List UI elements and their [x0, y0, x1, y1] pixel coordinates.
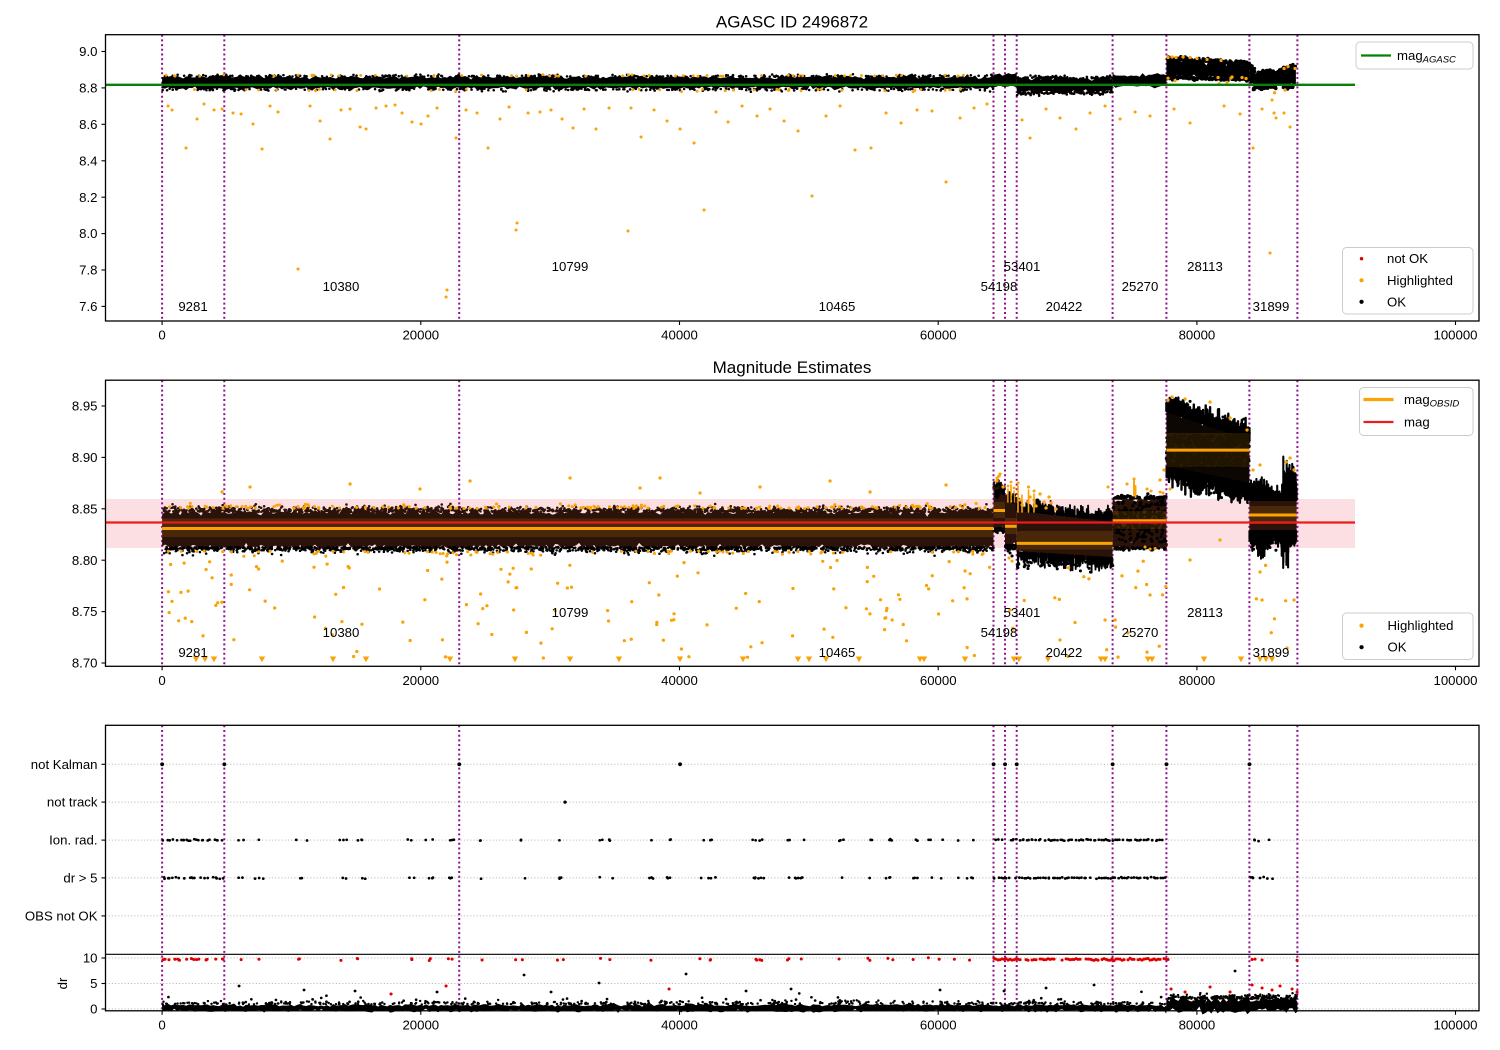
svg-text:53401: 53401 — [1004, 259, 1041, 274]
svg-text:not track: not track — [47, 795, 98, 810]
svg-text:31899: 31899 — [1253, 299, 1290, 314]
svg-text:54198: 54198 — [981, 279, 1018, 294]
svg-text:60000: 60000 — [920, 1017, 957, 1032]
svg-text:0: 0 — [158, 328, 165, 343]
svg-text:10799: 10799 — [552, 259, 589, 274]
svg-text:25270: 25270 — [1122, 625, 1159, 640]
svg-text:0: 0 — [90, 1002, 97, 1017]
svg-text:Ion. rad.: Ion. rad. — [49, 833, 97, 848]
svg-text:OK: OK — [1387, 294, 1406, 309]
svg-text:Highlighted: Highlighted — [1388, 618, 1454, 633]
svg-text:10380: 10380 — [323, 279, 360, 294]
svg-text:60000: 60000 — [920, 673, 957, 688]
svg-text:20000: 20000 — [402, 328, 439, 343]
svg-text:9281: 9281 — [178, 299, 207, 314]
svg-text:8.8: 8.8 — [79, 81, 97, 96]
svg-text:10799: 10799 — [552, 605, 589, 620]
svg-text:10: 10 — [83, 951, 98, 966]
svg-text:dr > 5: dr > 5 — [63, 871, 97, 886]
svg-text:8.80: 8.80 — [72, 553, 98, 568]
svg-text:10465: 10465 — [819, 645, 856, 660]
svg-text:20422: 20422 — [1046, 645, 1083, 660]
svg-text:not OK: not OK — [1387, 251, 1428, 266]
svg-text:31899: 31899 — [1253, 645, 1290, 660]
svg-text:20000: 20000 — [402, 1017, 439, 1032]
svg-text:20422: 20422 — [1046, 299, 1083, 314]
svg-text:100000: 100000 — [1433, 328, 1477, 343]
svg-text:not Kalman: not Kalman — [31, 757, 98, 772]
svg-text:8.2: 8.2 — [79, 190, 97, 205]
svg-text:Highlighted: Highlighted — [1387, 273, 1453, 288]
svg-text:20000: 20000 — [402, 673, 439, 688]
svg-text:100000: 100000 — [1433, 673, 1477, 688]
svg-text:AGASC ID 2496872: AGASC ID 2496872 — [716, 13, 868, 32]
svg-text:28113: 28113 — [1187, 259, 1223, 274]
svg-text:80000: 80000 — [1179, 328, 1216, 343]
svg-text:OBS not OK: OBS not OK — [25, 909, 98, 924]
svg-text:40000: 40000 — [661, 328, 698, 343]
svg-text:mag: mag — [1404, 415, 1430, 430]
svg-text:5: 5 — [90, 976, 97, 991]
svg-text:8.90: 8.90 — [72, 450, 98, 465]
svg-text:54198: 54198 — [981, 625, 1018, 640]
svg-text:8.0: 8.0 — [79, 226, 97, 241]
svg-text:7.8: 7.8 — [79, 263, 97, 278]
svg-text:40000: 40000 — [661, 1017, 698, 1032]
svg-text:0: 0 — [158, 673, 165, 688]
svg-text:dr: dr — [55, 977, 70, 989]
svg-text:9281: 9281 — [178, 645, 207, 660]
svg-text:60000: 60000 — [920, 328, 957, 343]
svg-text:7.6: 7.6 — [79, 299, 97, 314]
svg-text:25270: 25270 — [1122, 279, 1159, 294]
svg-text:8.85: 8.85 — [72, 501, 98, 516]
svg-text:8.6: 8.6 — [79, 117, 97, 132]
svg-text:53401: 53401 — [1004, 605, 1041, 620]
svg-text:10380: 10380 — [323, 625, 360, 640]
svg-text:80000: 80000 — [1179, 1017, 1216, 1032]
svg-text:8.75: 8.75 — [72, 604, 98, 619]
svg-text:100000: 100000 — [1433, 1017, 1477, 1032]
svg-text:OK: OK — [1388, 640, 1407, 655]
svg-text:28113: 28113 — [1187, 605, 1223, 620]
svg-text:0: 0 — [158, 1017, 165, 1032]
svg-text:40000: 40000 — [661, 673, 698, 688]
svg-text:8.4: 8.4 — [79, 153, 97, 168]
svg-text:Magnitude Estimates: Magnitude Estimates — [713, 358, 872, 377]
svg-text:8.95: 8.95 — [72, 399, 98, 414]
svg-text:9.0: 9.0 — [79, 44, 97, 59]
svg-text:10465: 10465 — [819, 299, 856, 314]
svg-text:80000: 80000 — [1179, 673, 1216, 688]
svg-text:8.70: 8.70 — [72, 656, 98, 671]
